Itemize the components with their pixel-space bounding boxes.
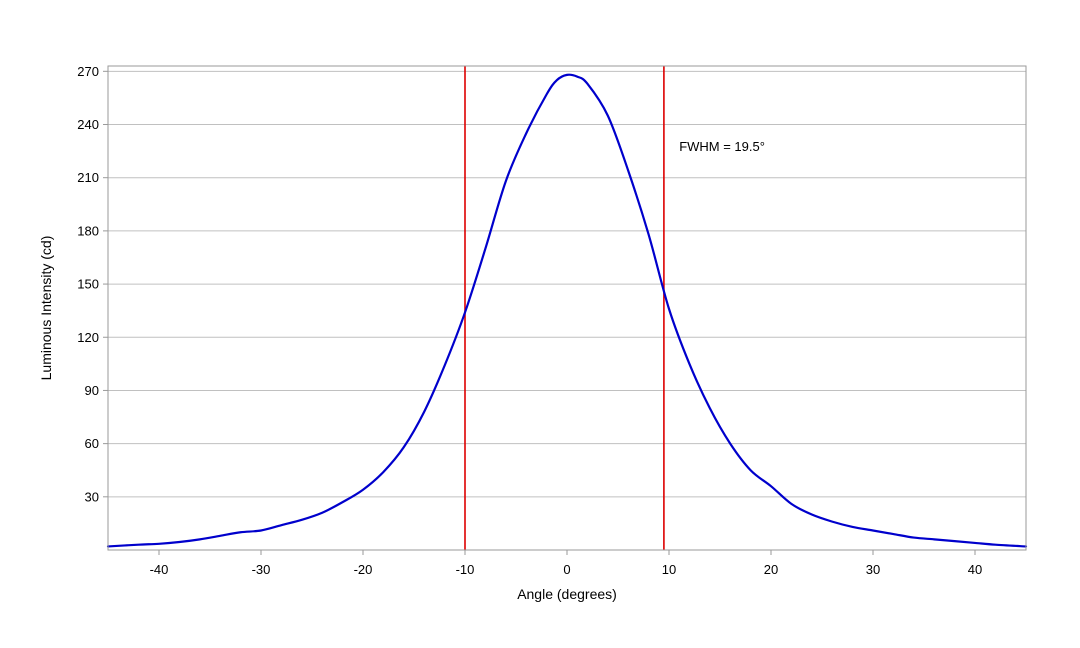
y-tick-label: 30: [85, 489, 99, 504]
grid-lines: [108, 70, 1026, 498]
fwhm-annotation: FWHM = 19.5°: [679, 139, 765, 154]
x-tick-label: -20: [354, 562, 373, 577]
y-tick-label: 240: [77, 117, 99, 132]
series-line: [106, 73, 1028, 548]
annotations: FWHM = 19.5°: [679, 139, 765, 154]
y-tick-label: 210: [77, 170, 99, 185]
data-series: [106, 73, 1028, 548]
x-tick-label: -10: [456, 562, 475, 577]
x-tick-label: 30: [866, 562, 880, 577]
y-tick-label: 120: [77, 330, 99, 345]
y-tick-label: 60: [85, 436, 99, 451]
y-axis-title: Luminous Intensity (cd): [38, 236, 54, 381]
x-tick-label: 10: [662, 562, 676, 577]
fwhm-markers: [464, 66, 665, 550]
y-tick-label: 270: [77, 64, 99, 79]
x-axis-title: Angle (degrees): [517, 586, 617, 602]
x-axis-ticks: -40 -30 -20 -10 0 10 20 30 40: [150, 550, 982, 577]
x-tick-label: 0: [563, 562, 570, 577]
x-tick-label: 40: [968, 562, 982, 577]
y-axis-ticks: 30 60 90 120 150 180 210 240 270: [77, 64, 108, 504]
x-tick-label: -30: [252, 562, 271, 577]
plot-frame: [107, 65, 1027, 551]
x-tick-label: -40: [150, 562, 169, 577]
y-tick-label: 90: [85, 383, 99, 398]
y-tick-label: 150: [77, 277, 99, 292]
y-tick-label: 180: [77, 223, 99, 238]
x-tick-label: 20: [764, 562, 778, 577]
